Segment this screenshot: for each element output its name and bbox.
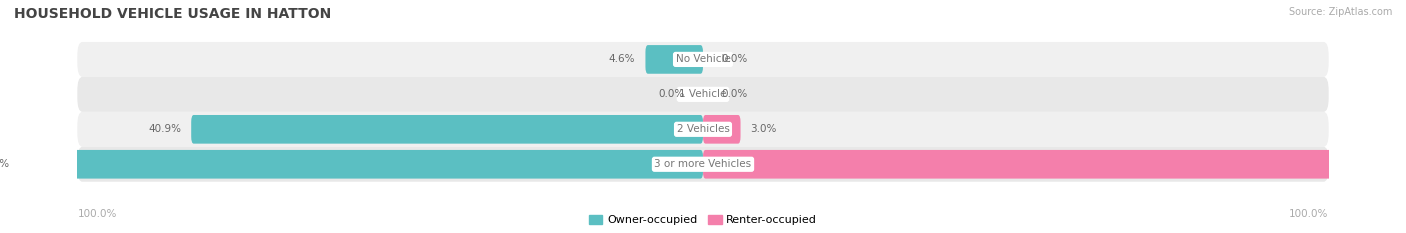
- Text: HOUSEHOLD VEHICLE USAGE IN HATTON: HOUSEHOLD VEHICLE USAGE IN HATTON: [14, 7, 332, 21]
- Text: 100.0%: 100.0%: [77, 209, 117, 219]
- FancyBboxPatch shape: [77, 42, 1329, 77]
- Text: 2 Vehicles: 2 Vehicles: [676, 124, 730, 134]
- Text: Source: ZipAtlas.com: Source: ZipAtlas.com: [1288, 7, 1392, 17]
- Text: 0.0%: 0.0%: [721, 55, 748, 64]
- FancyBboxPatch shape: [77, 112, 1329, 147]
- FancyBboxPatch shape: [77, 147, 1329, 182]
- FancyBboxPatch shape: [703, 115, 741, 144]
- Text: 100.0%: 100.0%: [1289, 209, 1329, 219]
- FancyBboxPatch shape: [703, 150, 1406, 178]
- FancyBboxPatch shape: [77, 77, 1329, 112]
- Text: 3.0%: 3.0%: [751, 124, 778, 134]
- FancyBboxPatch shape: [645, 45, 703, 74]
- Text: 54.6%: 54.6%: [0, 159, 10, 169]
- Legend: Owner-occupied, Renter-occupied: Owner-occupied, Renter-occupied: [589, 215, 817, 225]
- Text: 0.0%: 0.0%: [721, 89, 748, 99]
- Text: 0.0%: 0.0%: [658, 89, 685, 99]
- Text: 1 Vehicle: 1 Vehicle: [679, 89, 727, 99]
- FancyBboxPatch shape: [20, 150, 703, 178]
- Text: 4.6%: 4.6%: [609, 55, 636, 64]
- Text: 3 or more Vehicles: 3 or more Vehicles: [654, 159, 752, 169]
- Text: 40.9%: 40.9%: [148, 124, 181, 134]
- Text: No Vehicle: No Vehicle: [675, 55, 731, 64]
- FancyBboxPatch shape: [191, 115, 703, 144]
